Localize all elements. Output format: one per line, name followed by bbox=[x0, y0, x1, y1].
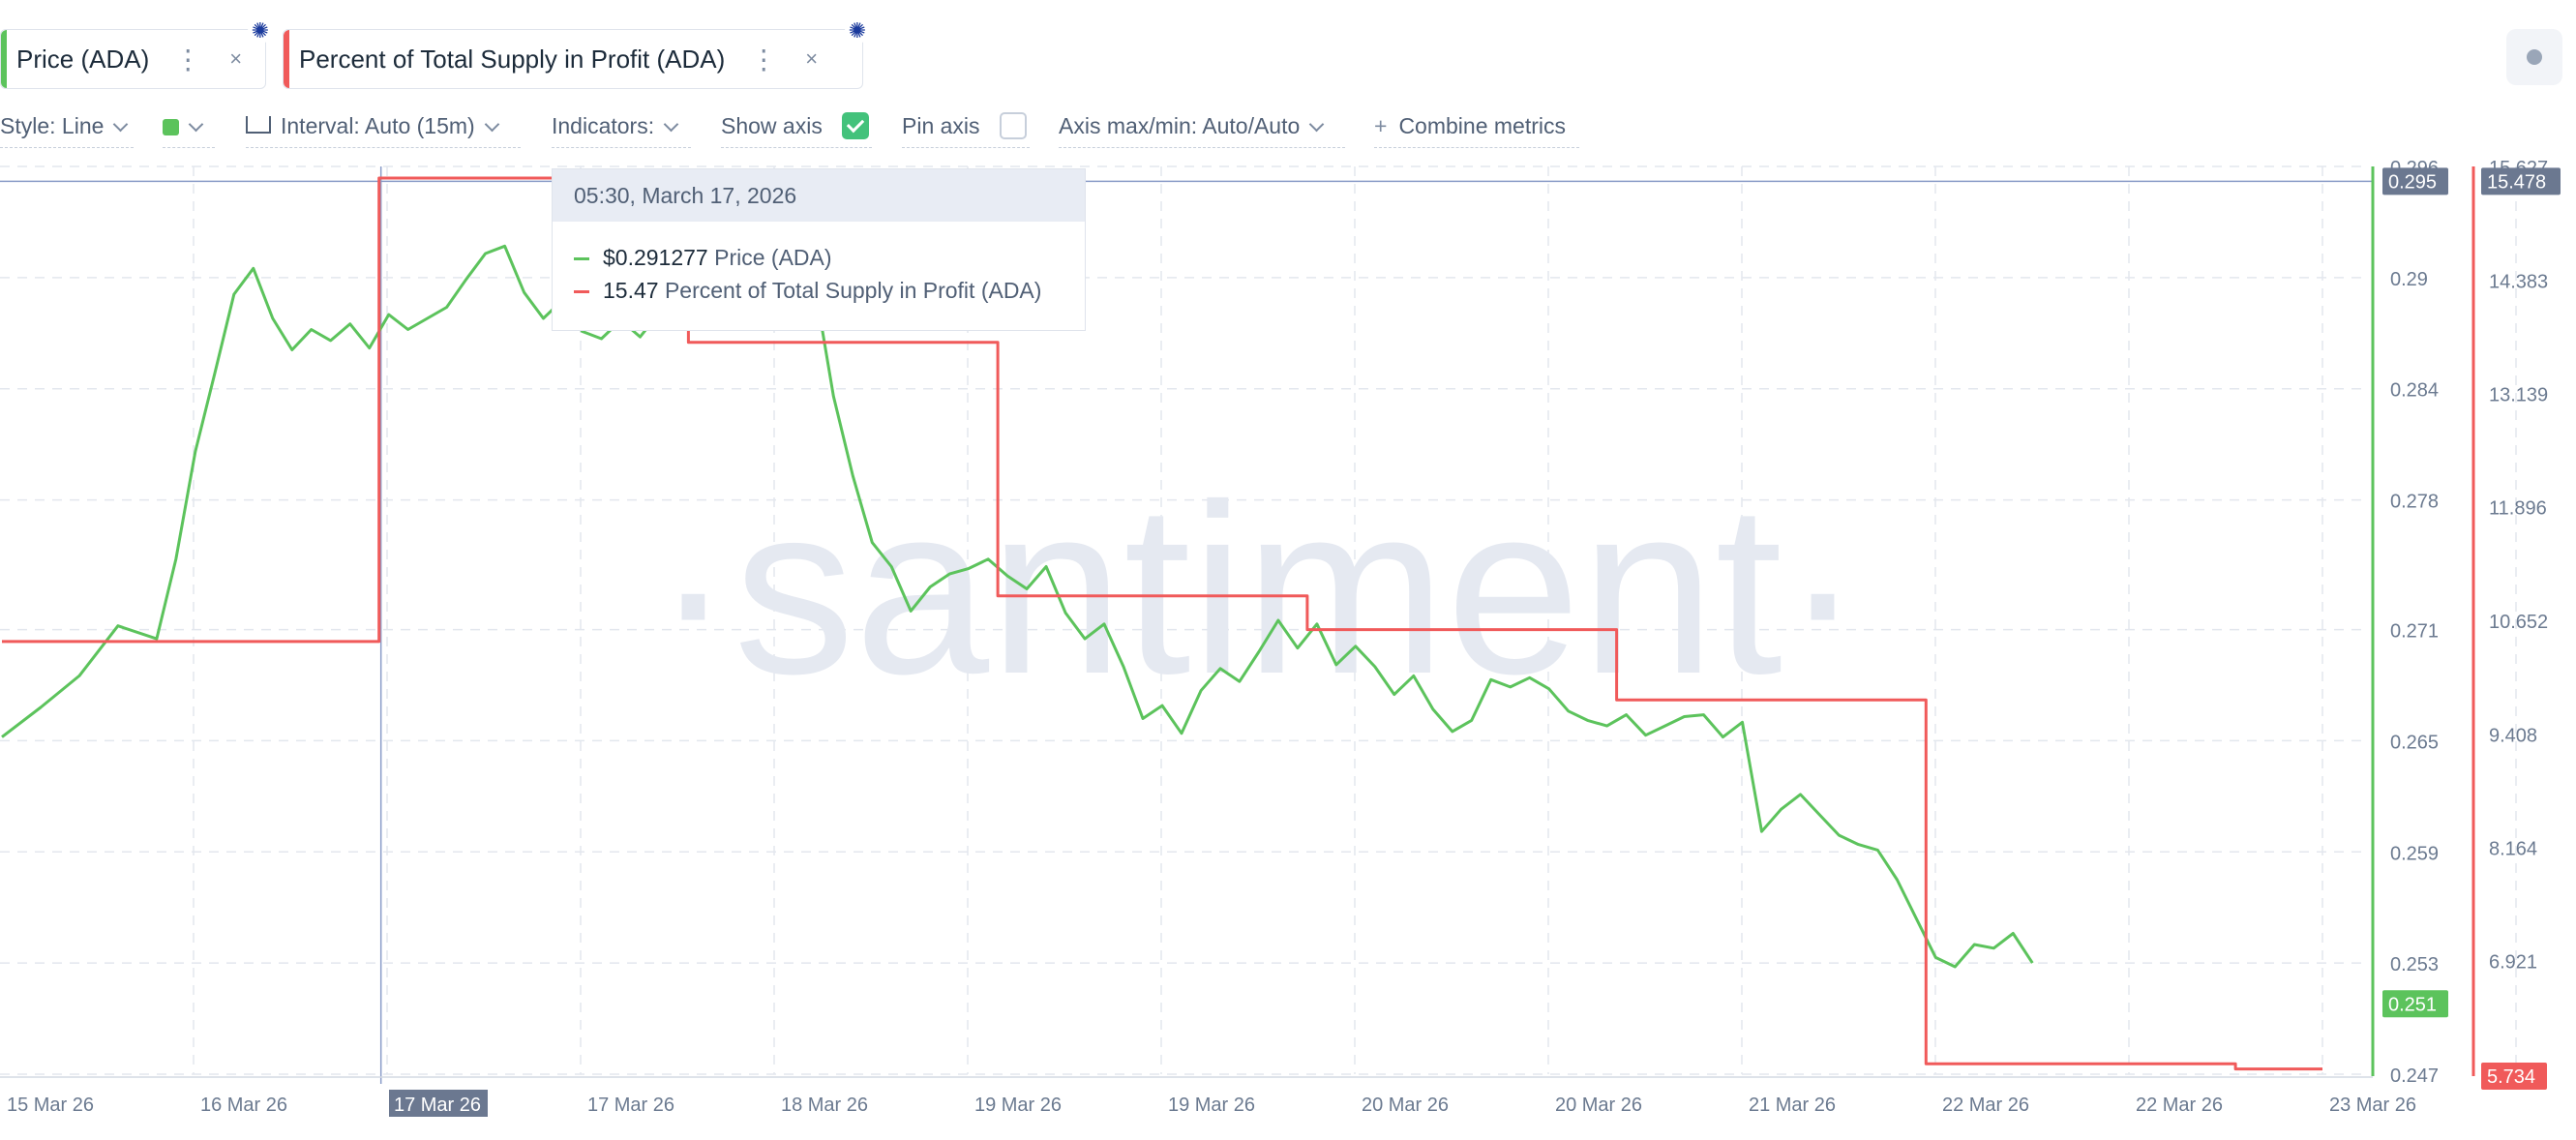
current-value-badge-left: 0.251 bbox=[2382, 990, 2448, 1018]
indicators-dropdown[interactable]: Indicators: bbox=[552, 108, 691, 148]
interval-dropdown[interactable]: Interval: Auto (15m) bbox=[246, 108, 521, 148]
crosshair-badge-left-bg bbox=[2382, 167, 2448, 195]
chevron-down-icon bbox=[1309, 116, 1325, 133]
style-label: Style: Line bbox=[0, 113, 105, 138]
y-tick-label-right: 14.383 bbox=[2489, 271, 2548, 292]
tooltip-row-supply: 15.47 Percent of Total Supply in Profit … bbox=[574, 278, 1041, 304]
x-tick-label: 22 Mar 26 bbox=[1942, 1095, 2029, 1116]
metric-chip-price[interactable]: Price (ADA) ⋮ × ✺ bbox=[0, 18, 273, 89]
cardano-icon: ✺ bbox=[845, 18, 870, 44]
grid bbox=[0, 165, 2517, 1075]
close-icon[interactable]: × bbox=[805, 46, 819, 71]
pin-axis-checkbox[interactable] bbox=[999, 111, 1027, 139]
x-tick-label: 20 Mar 26 bbox=[1362, 1095, 1449, 1116]
axis-minmax-label: Axis max/min: Auto/Auto bbox=[1059, 113, 1301, 138]
y-tick-label-left: 0.278 bbox=[2390, 492, 2439, 513]
tooltip-row-price: $0.291277 Price (ADA) bbox=[574, 245, 832, 271]
tooltip-date: 05:30, March 17, 2026 bbox=[553, 169, 1085, 222]
legend-line-icon bbox=[574, 257, 589, 261]
interval-label: Interval: Auto (15m) bbox=[281, 113, 475, 138]
color-swatch bbox=[163, 119, 179, 136]
crosshair-badge-right-text: 15.478 bbox=[2487, 171, 2546, 193]
x-tick-label: 18 Mar 26 bbox=[781, 1095, 868, 1116]
y-tick-label-right: 11.896 bbox=[2489, 498, 2547, 520]
pin-axis-label: Pin axis bbox=[902, 113, 980, 138]
y-tick-label-left: 0.247 bbox=[2390, 1065, 2439, 1087]
metric-color-bar bbox=[284, 30, 289, 88]
current-value-badge-left-text: 0.251 bbox=[2388, 994, 2437, 1015]
y-tick-label-right: 10.652 bbox=[2489, 612, 2548, 633]
y-tick-label-right: 6.921 bbox=[2489, 952, 2537, 974]
chevron-down-icon bbox=[663, 116, 679, 133]
y-tick-label-right: 13.139 bbox=[2489, 385, 2548, 406]
indicators-label: Indicators: bbox=[552, 113, 655, 138]
metric-chip-label: Price (ADA) bbox=[16, 44, 150, 74]
x-tick-label: 19 Mar 26 bbox=[974, 1095, 1062, 1116]
x-tick-highlight-bg bbox=[389, 1090, 488, 1117]
y-tick-label-left: 0.29 bbox=[2390, 269, 2428, 290]
cardano-icon: ✺ bbox=[248, 18, 273, 44]
x-tick-label: 19 Mar 26 bbox=[1168, 1095, 1255, 1116]
ruler-icon bbox=[246, 115, 271, 134]
x-tick-label: 21 Mar 26 bbox=[1749, 1095, 1836, 1116]
chevron-down-icon bbox=[188, 116, 204, 133]
show-axis-checkbox[interactable] bbox=[842, 111, 870, 139]
x-tick-label: 22 Mar 26 bbox=[2136, 1095, 2223, 1116]
chevron-down-icon bbox=[484, 116, 499, 133]
crosshair-badge-right-bg bbox=[2481, 167, 2561, 195]
metric-chip-label: Percent of Total Supply in Profit (ADA) bbox=[299, 44, 726, 74]
close-icon[interactable]: × bbox=[229, 46, 243, 71]
tooltip-value: 15.47 bbox=[603, 278, 659, 303]
metric-chip-supply-in-profit[interactable]: Percent of Total Supply in Profit (ADA) … bbox=[283, 18, 870, 89]
y-tick-label-right: 8.164 bbox=[2489, 839, 2537, 860]
series-line-price bbox=[1, 242, 2034, 969]
x-tick-label: 17 Mar 26 bbox=[587, 1095, 674, 1116]
y-tick-label-left: 0.253 bbox=[2390, 954, 2439, 975]
x-tick-label: 23 Mar 26 bbox=[2329, 1095, 2416, 1116]
y-tick-label-left: 0.265 bbox=[2390, 732, 2439, 753]
y-tick-label-left: 0.284 bbox=[2390, 380, 2439, 402]
chevron-down-icon bbox=[113, 116, 129, 133]
plus-icon: + bbox=[1374, 113, 1388, 138]
crosshair-badge-left-text: 0.295 bbox=[2388, 171, 2437, 193]
metric-color-bar bbox=[1, 30, 7, 88]
pin-axis-toggle[interactable]: Pin axis bbox=[902, 108, 1030, 148]
y-tick-label-left: 0.271 bbox=[2390, 621, 2439, 643]
series-line-supply-in-profit bbox=[2, 176, 2322, 1071]
show-axis-label: Show axis bbox=[721, 113, 823, 138]
y-tick-label-right: 9.408 bbox=[2489, 725, 2537, 746]
chart-tooltip: 05:30, March 17, 2026 $0.291277 Price (A… bbox=[552, 168, 1086, 331]
show-axis-toggle[interactable]: Show axis bbox=[721, 108, 872, 148]
combine-metrics-button[interactable]: + Combine metrics bbox=[1374, 108, 1579, 148]
x-tick-label: 16 Mar 26 bbox=[200, 1095, 287, 1116]
more-options-icon[interactable]: ⋮ bbox=[750, 44, 779, 75]
tooltip-metric-name: Price (ADA) bbox=[714, 245, 832, 270]
axis-minmax-dropdown[interactable]: Axis max/min: Auto/Auto bbox=[1059, 108, 1345, 148]
more-options-icon[interactable]: ⋮ bbox=[174, 44, 203, 75]
current-value-badge-right-text: 5.734 bbox=[2487, 1066, 2535, 1088]
current-value-badge-right-bg bbox=[2481, 1063, 2547, 1090]
color-dropdown[interactable] bbox=[163, 108, 215, 148]
crosshair-badge-right: 15.478 bbox=[2481, 167, 2561, 195]
y-tick-label-left: 0.259 bbox=[2390, 843, 2439, 864]
x-tick-label: 17 Mar 26 bbox=[394, 1095, 481, 1116]
settings-button[interactable] bbox=[2506, 29, 2562, 85]
x-tick-label: 15 Mar 26 bbox=[7, 1095, 94, 1116]
tooltip-value: $0.291277 bbox=[603, 245, 708, 270]
style-dropdown[interactable]: Style: Line bbox=[0, 108, 134, 148]
watermark: ·santiment· bbox=[653, 454, 1863, 724]
legend-line-icon bbox=[574, 290, 589, 294]
current-value-badge-left-bg bbox=[2382, 990, 2448, 1018]
x-tick-label: 20 Mar 26 bbox=[1555, 1095, 1642, 1116]
crosshair-badge-left: 0.295 bbox=[2382, 167, 2448, 195]
current-value-badge-right: 5.734 bbox=[2481, 1063, 2547, 1090]
combine-metrics-label: Combine metrics bbox=[1398, 113, 1566, 138]
tooltip-metric-name: Percent of Total Supply in Profit (ADA) bbox=[664, 278, 1042, 303]
